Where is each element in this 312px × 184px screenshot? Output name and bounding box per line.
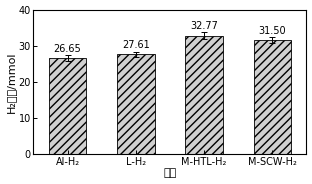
Text: 27.61: 27.61 — [122, 40, 150, 50]
Text: 32.77: 32.77 — [190, 21, 218, 31]
Text: 26.65: 26.65 — [54, 43, 81, 54]
Y-axis label: H₂产量/mmol: H₂产量/mmol — [6, 51, 16, 113]
Text: 31.50: 31.50 — [259, 26, 286, 36]
Bar — [254, 40, 291, 154]
Bar — [117, 54, 155, 154]
Bar — [185, 36, 223, 154]
X-axis label: 氢源: 氢源 — [163, 168, 177, 178]
Bar — [49, 58, 86, 154]
